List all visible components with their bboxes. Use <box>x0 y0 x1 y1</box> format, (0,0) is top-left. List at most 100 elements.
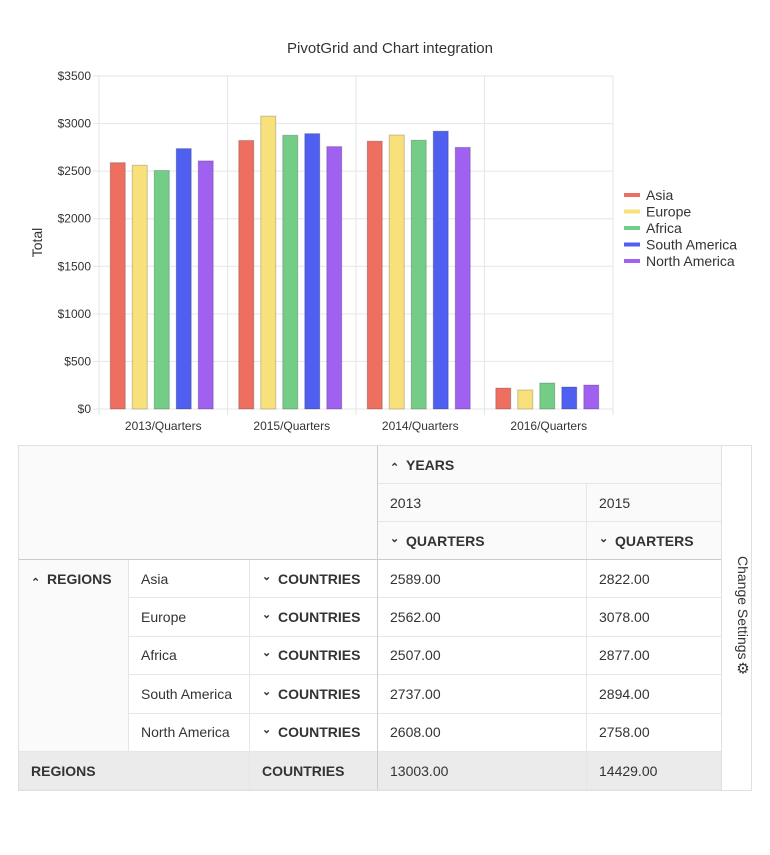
year-header-2013: 2013 <box>378 484 587 522</box>
legend-swatch <box>624 209 640 214</box>
countries-header-text: COUNTRIES <box>278 724 361 741</box>
total-countries-text: COUNTRIES <box>262 762 345 779</box>
total-regions: REGIONS <box>19 752 250 790</box>
bar-europe <box>388 134 405 410</box>
y-tick-label: $1000 <box>58 307 92 321</box>
header-divider <box>19 559 722 560</box>
y-tick-label: $3000 <box>58 117 92 131</box>
y-axis-label: Total <box>29 228 45 258</box>
legend-label: Europe <box>646 204 691 220</box>
value-cell-text: 2822.00 <box>599 570 650 587</box>
countries-header[interactable]: ⌄ COUNTRIES <box>250 598 378 637</box>
value-cell: 2589.00 <box>378 560 587 599</box>
value-cell: 2822.00 <box>587 560 722 599</box>
bar-asia <box>109 162 126 410</box>
legend-swatch <box>624 193 640 197</box>
legend-label: North America <box>646 253 735 269</box>
chevron-down-icon[interactable]: ⌄ <box>262 647 272 660</box>
countries-header[interactable]: ⌄ COUNTRIES <box>250 713 378 752</box>
legend-swatch <box>624 242 640 247</box>
chevron-down-icon[interactable]: ⌄ <box>262 609 272 622</box>
value-cell-text: 2562.00 <box>390 609 441 626</box>
chevron-up-icon[interactable]: ⌃ <box>31 577 41 589</box>
chevron-down-icon[interactable]: ⌄ <box>262 570 272 583</box>
value-cell-text: 2507.00 <box>390 647 441 664</box>
region-row-header-text: Europe <box>141 609 187 626</box>
region-row-header: Asia <box>129 560 250 599</box>
value-cell-text: 2608.00 <box>390 724 441 741</box>
bar-africa <box>410 139 427 410</box>
bar-north-america <box>326 146 343 410</box>
x-tick-label: 2013/Quarters <box>125 419 202 433</box>
bar-chart: PivotGrid and Chart integration $0 $500 $10… <box>29 40 737 433</box>
legend-label: Africa <box>646 220 682 236</box>
x-tick-label: 2014/Quarters <box>382 419 459 433</box>
bar-north-america <box>197 160 214 410</box>
bar-south-america <box>304 133 321 410</box>
value-cell-text: 3078.00 <box>599 609 650 626</box>
region-row-header: North America <box>129 713 250 752</box>
value-cell: 2758.00 <box>587 713 722 752</box>
empty-corner <box>19 446 378 560</box>
y-tick-label: $3500 <box>58 69 92 83</box>
countries-header[interactable]: ⌄ COUNTRIES <box>250 675 378 714</box>
countries-header-text: COUNTRIES <box>278 647 361 664</box>
total-value-text: 14429.00 <box>599 762 658 779</box>
value-cell-text: 2877.00 <box>599 647 650 664</box>
region-row-header-text: Asia <box>141 570 169 587</box>
x-tick-label: 2015/Quarters <box>253 419 330 433</box>
quarters-header[interactable]: ⌄ QUARTERS <box>587 522 722 560</box>
years-header[interactable]: ⌃ YEARS <box>378 446 722 484</box>
y-tick-label: $500 <box>64 354 91 368</box>
value-cell: 2507.00 <box>378 636 587 676</box>
chevron-down-icon[interactable]: ⌄ <box>262 685 272 698</box>
chevron-down-icon[interactable]: ⌄ <box>390 532 400 545</box>
bar-asia <box>366 140 383 410</box>
value-cell-text: 2589.00 <box>390 570 441 587</box>
regions-header[interactable]: ⌃ REGIONS <box>19 560 129 752</box>
legend-label: South America <box>646 237 737 253</box>
change-settings-button[interactable]: Change Settings ⚙ <box>721 445 752 791</box>
y-tick-label: $0 <box>78 402 92 416</box>
pivot-grid: ⌃ YEARS 2013 2015 ⌄ QUARTERS ⌄ QUARTERS ⌃ REGIONS… <box>18 445 722 791</box>
bar-europe <box>260 115 277 410</box>
legend-label: Asia <box>646 187 673 203</box>
chevron-down-icon[interactable]: ⌄ <box>599 532 609 545</box>
bar-africa <box>539 382 556 410</box>
value-cell: 2562.00 <box>378 598 587 637</box>
y-tick-label: $2000 <box>58 212 92 226</box>
bar-asia <box>495 387 512 410</box>
bar-north-america <box>454 146 471 410</box>
year-header-2013-text: 2013 <box>390 494 422 511</box>
chevron-up-icon[interactable]: ⌃ <box>390 461 400 474</box>
region-row-header: Europe <box>129 598 250 637</box>
regions-header-text: REGIONS <box>47 571 112 587</box>
value-cell: 2894.00 <box>587 675 722 714</box>
bar-south-america <box>432 130 449 410</box>
chart-title: PivotGrid and Chart integration <box>287 40 493 57</box>
gear-icon: ⚙ <box>736 660 750 678</box>
chevron-down-icon[interactable]: ⌄ <box>262 724 272 737</box>
change-settings-label: Change Settings <box>735 556 751 660</box>
countries-header[interactable]: ⌄ COUNTRIES <box>250 560 378 599</box>
total-value: 13003.00 <box>378 752 587 790</box>
year-header-2015-text: 2015 <box>599 494 631 511</box>
quarters-header[interactable]: ⌄ QUARTERS <box>378 522 587 560</box>
years-header-text: YEARS <box>406 456 455 473</box>
region-row-header: South America <box>129 675 250 714</box>
total-value-text: 13003.00 <box>390 762 449 779</box>
countries-header[interactable]: ⌄ COUNTRIES <box>250 636 378 676</box>
total-regions-text: REGIONS <box>31 762 96 779</box>
legend-swatch <box>624 259 640 263</box>
value-cell: 2877.00 <box>587 636 722 676</box>
bar-africa <box>153 169 170 410</box>
countries-header-text: COUNTRIES <box>278 685 361 702</box>
total-value: 14429.00 <box>587 752 722 790</box>
value-cell-text: 2758.00 <box>599 724 650 741</box>
region-row-header: Africa <box>129 636 250 676</box>
year-header-2015: 2015 <box>587 484 722 522</box>
y-tick-label: $1500 <box>58 259 92 273</box>
bar-south-america <box>561 386 578 410</box>
bar-africa <box>282 134 299 410</box>
value-cell-text: 2894.00 <box>599 685 650 702</box>
